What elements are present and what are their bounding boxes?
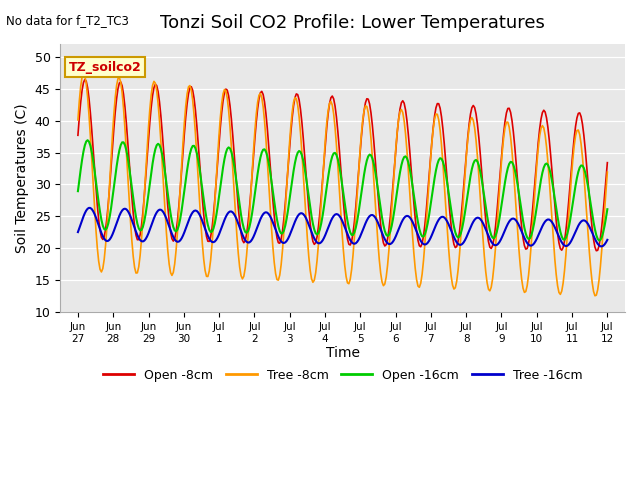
Text: Tonzi Soil CO2 Profile: Lower Temperatures: Tonzi Soil CO2 Profile: Lower Temperatur… [159, 14, 545, 33]
X-axis label: Time: Time [326, 347, 360, 360]
Y-axis label: Soil Temperatures (C): Soil Temperatures (C) [15, 103, 29, 253]
Text: TZ_soilco2: TZ_soilco2 [68, 60, 141, 73]
Legend: Open -8cm, Tree -8cm, Open -16cm, Tree -16cm: Open -8cm, Tree -8cm, Open -16cm, Tree -… [98, 364, 588, 387]
Text: No data for f_T2_TC3: No data for f_T2_TC3 [6, 14, 129, 27]
